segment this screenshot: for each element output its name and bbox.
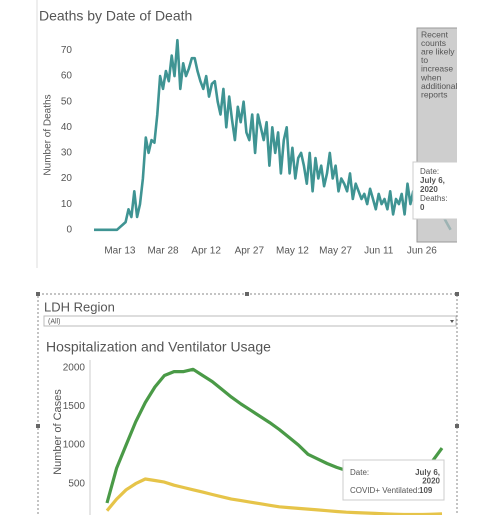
y-tick-label: 2000 — [63, 362, 86, 373]
y-tick-label: 50 — [61, 96, 73, 107]
tooltip-label: Date: — [420, 167, 439, 176]
annotation-text: counts — [421, 38, 446, 48]
chart-title: Hospitalization and Ventilator Usage — [46, 339, 271, 355]
tooltip-date: 2020 — [420, 185, 438, 194]
y-tick-label: 60 — [61, 71, 73, 82]
y-tick-label: 10 — [61, 199, 73, 210]
x-tick-label: Jun 11 — [364, 246, 394, 257]
dropdown-arrow — [450, 320, 454, 323]
y-axis-label: Number of Deaths — [43, 94, 54, 175]
tooltip-date: 2020 — [422, 477, 440, 486]
y-tick-label: 20 — [61, 173, 73, 184]
filter-label: LDH Region — [44, 299, 115, 314]
tooltip-box — [342, 459, 445, 501]
annotation-text: Recent — [421, 29, 449, 39]
x-tick-label: May 12 — [276, 246, 309, 257]
data-line — [105, 477, 443, 515]
tooltip-date: July 6, — [420, 176, 445, 185]
annotation-text: reports — [421, 89, 447, 99]
annotation-text: when — [420, 72, 442, 82]
data-line — [94, 38, 452, 232]
y-axis-label: Number of Cases — [52, 389, 64, 475]
annotation-text: to — [421, 55, 428, 65]
y-tick-label: 70 — [61, 45, 73, 56]
y-tick-label: 0 — [66, 224, 72, 235]
x-tick-label: May 27 — [319, 246, 352, 257]
x-tick-label: Mar 13 — [104, 246, 136, 257]
tooltip-date: July 6, — [415, 468, 440, 477]
tooltip-label: COVID+ Ventilated: — [350, 486, 420, 495]
annotation-text: are likely — [421, 46, 455, 56]
x-tick-label: Jun 26 — [407, 246, 437, 257]
y-tick-label: 500 — [68, 478, 85, 489]
x-tick-label: Apr 27 — [235, 246, 265, 257]
x-tick-label: Mar 28 — [147, 246, 179, 257]
y-tick-label: 40 — [61, 122, 73, 133]
tooltip-box — [412, 161, 457, 220]
filter-value: (All) — [48, 318, 60, 325]
tooltip-value: 0 — [420, 203, 425, 212]
annotation-text: additional — [421, 81, 458, 91]
selection-handles — [36, 292, 459, 428]
tooltip-label: Date: — [350, 468, 369, 477]
annotation-text: increase — [421, 64, 453, 74]
filter-dropdown[interactable] — [43, 315, 457, 327]
chart-title: Deaths by Date of Death — [39, 8, 192, 24]
tooltip-value: 109 — [419, 486, 433, 495]
tooltip-label: Deaths: — [420, 194, 448, 203]
y-tick-label: 30 — [61, 148, 73, 159]
y-tick-label: 1000 — [63, 440, 86, 451]
y-tick-label: 1500 — [63, 401, 86, 412]
x-tick-label: Apr 12 — [191, 246, 221, 257]
